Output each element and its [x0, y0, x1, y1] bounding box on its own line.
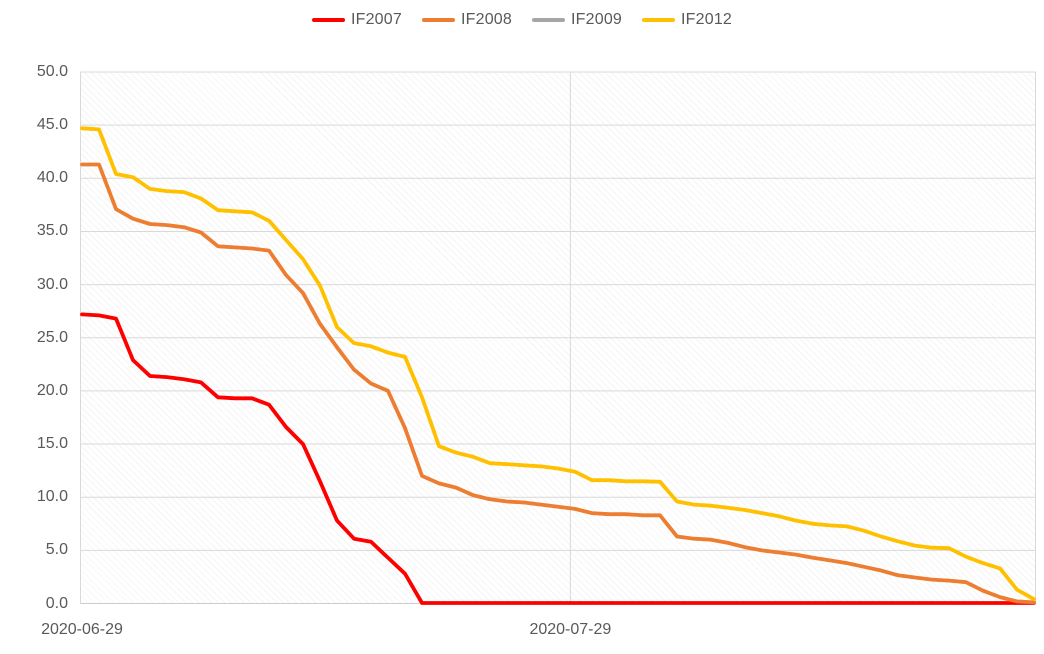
- series-line-if2007: [80, 312, 1036, 605]
- legend: IF2007 IF2008 IF2009 IF2012: [0, 11, 1044, 29]
- legend-item-if2009: IF2009: [532, 11, 622, 29]
- legend-item-if2008: IF2008: [421, 11, 512, 29]
- legend-label: IF2007: [350, 11, 402, 28]
- legend-item-if2007: IF2007: [311, 11, 402, 29]
- series-line-if2008: [80, 162, 1036, 605]
- legend-swatch-if2008: [421, 18, 455, 22]
- legend-label: IF2009: [571, 11, 623, 28]
- legend-label: IF2008: [460, 11, 512, 28]
- series-line-if2012: [80, 126, 1036, 602]
- legend-swatch-if2012: [642, 18, 676, 22]
- legend-item-if2012: IF2012: [642, 11, 732, 29]
- legend-label: IF2012: [681, 11, 733, 28]
- legend-swatch-if2009: [532, 18, 565, 22]
- legend-swatch-if2007: [311, 18, 345, 22]
